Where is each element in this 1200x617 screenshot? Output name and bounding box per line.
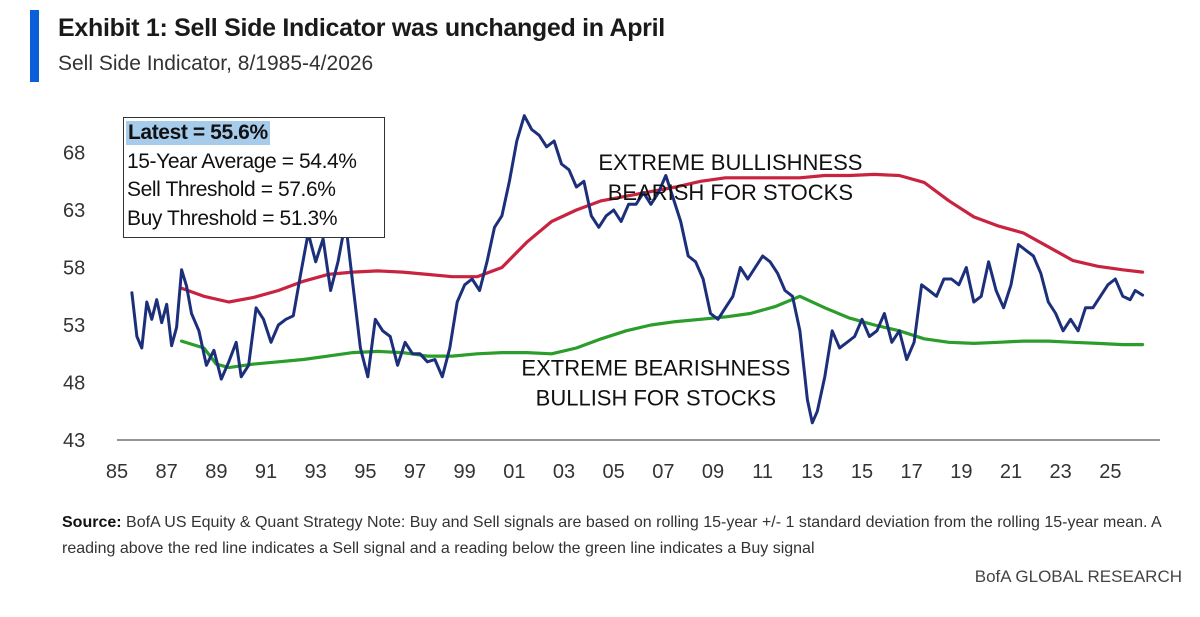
x-tick-label: 03 xyxy=(553,461,575,483)
x-tick-label: 97 xyxy=(404,461,426,483)
x-tick-label: 15 xyxy=(851,461,873,483)
x-tick-label: 87 xyxy=(156,461,178,483)
y-tick-label: 63 xyxy=(63,200,85,222)
x-tick-label: 91 xyxy=(255,461,277,483)
x-tick-label: 89 xyxy=(205,461,227,483)
y-tick-label: 53 xyxy=(63,315,85,337)
chart-title: Exhibit 1: Sell Side Indicator was uncha… xyxy=(58,14,665,42)
x-tick-label: 05 xyxy=(603,461,625,483)
sell-side-indicator-line xyxy=(130,114,1145,425)
sell-threshold-line xyxy=(180,172,1145,304)
x-tick-label: 01 xyxy=(503,461,525,483)
legend-buy-threshold: Buy Threshold = 51.3% xyxy=(127,207,338,230)
legend-average: 15-Year Average = 54.4% xyxy=(127,150,357,173)
x-tick-label: 25 xyxy=(1099,461,1121,483)
legend-box: Latest = 55.6% 15-Year Average = 54.4% S… xyxy=(123,117,385,238)
y-tick-label: 68 xyxy=(63,143,85,165)
title-accent-bar xyxy=(30,10,39,82)
x-tick-label: 17 xyxy=(901,461,923,483)
x-tick-label: 09 xyxy=(702,461,724,483)
chart-subtitle: Sell Side Indicator, 8/1985-4/2026 xyxy=(58,52,374,75)
x-tick-label: 85 xyxy=(106,461,128,483)
legend-latest: Latest = 55.6% xyxy=(126,121,270,145)
y-tick-label: 48 xyxy=(63,373,85,395)
buy-threshold-line xyxy=(180,294,1145,370)
x-tick-label: 11 xyxy=(752,461,773,483)
x-tick-label: 07 xyxy=(652,461,674,483)
line-chart: 43 48 53 58 63 68 85 87 89 91 93 95 97 99 01 03 05 07 09 11… xyxy=(63,114,1160,483)
annotation-bullishness: EXTREME BULLISHNESS xyxy=(598,150,862,175)
x-tick-label: 99 xyxy=(454,461,476,483)
legend-sell-threshold: Sell Threshold = 57.6% xyxy=(127,178,336,201)
annotation-bullishness: BEARISH FOR STOCKS xyxy=(608,180,853,205)
x-tick-label: 93 xyxy=(305,461,327,483)
x-tick-label: 21 xyxy=(1000,461,1022,483)
brand-label: BofA GLOBAL RESEARCH xyxy=(974,567,1182,586)
x-tick-label: 95 xyxy=(354,461,376,483)
source-note: Source: BofA US Equity & Quant Strategy … xyxy=(62,510,1187,562)
y-tick-label: 58 xyxy=(63,258,85,280)
source-label: Source: xyxy=(62,514,122,531)
x-tick-label: 19 xyxy=(950,461,972,483)
source-text: BofA US Equity & Quant Strategy Note: Bu… xyxy=(62,514,1161,557)
x-tick-label: 13 xyxy=(801,461,823,483)
annotation-bearishness: BULLISH FOR STOCKS xyxy=(536,386,776,411)
y-tick-label: 43 xyxy=(63,430,85,452)
x-tick-label: 23 xyxy=(1050,461,1072,483)
annotation-bearishness: EXTREME BEARISHNESS xyxy=(521,356,790,381)
